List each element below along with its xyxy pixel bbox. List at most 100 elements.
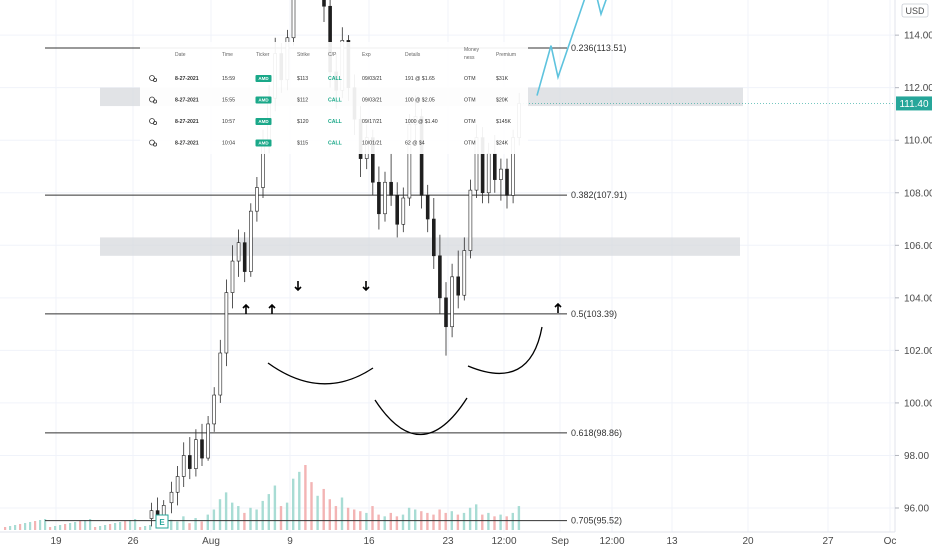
currency-badge[interactable]: USD xyxy=(901,3,929,18)
volume-bar xyxy=(231,502,234,530)
arrow-up-icon xyxy=(554,302,562,313)
table-cell: OTM xyxy=(464,76,476,82)
ticker-badge xyxy=(255,96,272,104)
y-axis[interactable]: 96.00 98.00 100.00 102.00 104.00 106.00 108.00… xyxy=(895,31,932,515)
candle-body xyxy=(175,476,180,493)
candle-body xyxy=(468,189,473,251)
last-price-value: 111.40 xyxy=(899,99,929,110)
candle-body xyxy=(395,195,400,225)
table-header: Time xyxy=(222,52,233,58)
table-cell: OTM xyxy=(464,119,476,125)
x-tick-label: Sep xyxy=(551,536,569,547)
fib-label: 0.5(103.39) xyxy=(571,309,617,319)
x-tick-label: 27 xyxy=(822,536,834,547)
volume-bar xyxy=(139,527,142,530)
table-cell: 15:55 xyxy=(222,98,235,104)
volume-bar xyxy=(79,521,82,530)
candle-body xyxy=(486,153,491,194)
candle-body xyxy=(212,394,216,425)
x-axis[interactable]: 19 26 Aug 9 16 23 12:00 Sep 12:00 13 20 27 Oc xyxy=(50,536,896,547)
candle-body xyxy=(431,218,436,257)
volume-bar xyxy=(149,525,152,530)
candle-body xyxy=(383,181,387,215)
table-cell: $145K xyxy=(496,119,512,125)
table-cell: $20K xyxy=(496,98,509,104)
volume-bar xyxy=(292,478,295,530)
table-cell: 100 @ $2.05 xyxy=(405,98,435,104)
table-header: Ticker xyxy=(256,52,270,58)
x-tick-label: 12:00 xyxy=(599,536,624,547)
candle-body xyxy=(149,510,154,519)
candle-body xyxy=(444,297,448,328)
volume-bar xyxy=(182,516,185,530)
volume-bar xyxy=(39,520,42,530)
volume-bar xyxy=(481,514,484,530)
table-background xyxy=(140,42,528,154)
volume-bar xyxy=(249,507,252,530)
candle-body xyxy=(492,153,497,180)
volume-bar xyxy=(322,488,325,530)
volume-bar xyxy=(267,494,270,530)
volume-bar xyxy=(468,507,472,530)
volume-bar xyxy=(59,525,62,530)
volume-bar xyxy=(499,514,502,530)
volume-bar xyxy=(194,518,197,530)
table-cell: 10:57 xyxy=(222,119,235,125)
ticker-badge-label: AMD xyxy=(258,119,269,124)
candle-body xyxy=(462,250,467,296)
volume-bar xyxy=(365,512,368,530)
cup-curve-right xyxy=(467,326,543,375)
table-header: C/P xyxy=(328,52,337,58)
volume-bar xyxy=(487,512,490,530)
arrow-down-icon xyxy=(362,281,370,292)
volume-bar xyxy=(255,509,258,530)
volume-bar xyxy=(54,526,57,530)
y-tick-label: 106.00 xyxy=(904,241,932,252)
volume-bar xyxy=(456,514,460,530)
volume-bar xyxy=(328,499,331,530)
tradingview-marker[interactable]: E xyxy=(155,514,169,529)
volume-bar xyxy=(371,506,374,530)
volume-bar xyxy=(505,516,508,530)
table-cell: $24K xyxy=(496,141,509,147)
candle-body xyxy=(377,181,381,215)
earnings-marker-icon: E xyxy=(159,518,165,527)
candle-body xyxy=(291,0,296,39)
table-cell: 15:59 xyxy=(222,76,235,82)
volume-bar xyxy=(426,512,429,530)
table-cell: 8-27-2021 xyxy=(175,119,199,125)
candle-body xyxy=(450,276,454,328)
candle-body xyxy=(438,255,442,299)
candle-body xyxy=(218,352,223,396)
x-tick-label: Oc xyxy=(884,536,897,547)
volume-bar xyxy=(176,521,179,530)
fib-label: 0.705(95.52) xyxy=(571,516,622,526)
volume-bar xyxy=(109,524,112,530)
y-tick-label: 100.00 xyxy=(904,398,932,409)
table-header: Strike xyxy=(297,52,310,58)
volume-bar xyxy=(129,520,132,530)
volume-bar xyxy=(279,506,283,530)
volume-bar xyxy=(285,502,289,530)
table-cell: CALL xyxy=(328,98,343,104)
projection-line xyxy=(536,0,607,96)
volume-bar xyxy=(134,519,137,530)
volume-bar xyxy=(200,521,203,530)
table-cell: 1000 @ $1.40 xyxy=(405,119,438,125)
volume-bar xyxy=(206,514,209,530)
table-cell: 09/17/21 xyxy=(362,119,382,125)
table-cell: $120 xyxy=(297,119,309,125)
volume-bar xyxy=(24,523,27,530)
volume-bar xyxy=(104,525,107,530)
candle-body xyxy=(249,210,253,272)
x-tick-label: 12:00 xyxy=(491,536,516,547)
candle-body xyxy=(206,423,210,459)
table-cell: CALL xyxy=(328,119,343,125)
x-tick-label: 16 xyxy=(363,536,375,547)
candle-body xyxy=(169,491,174,504)
last-price-label: 111.40 xyxy=(896,96,932,111)
candle-body xyxy=(242,242,247,272)
table-header: Exp xyxy=(362,52,371,58)
table-cell: 09/03/21 xyxy=(362,76,382,82)
